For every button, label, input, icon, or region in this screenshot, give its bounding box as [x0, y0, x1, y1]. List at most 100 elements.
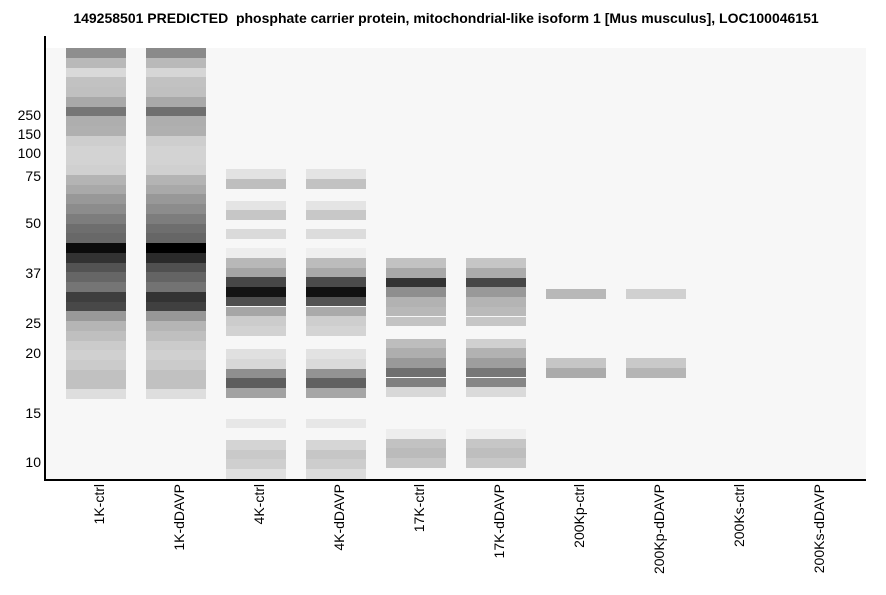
gel-band — [226, 210, 286, 221]
gel-band — [306, 210, 366, 221]
gel-band — [306, 267, 366, 278]
y-tick-label: 50 — [25, 215, 41, 231]
gel-band — [146, 213, 206, 224]
gel-band — [146, 145, 206, 156]
gel-band — [466, 358, 526, 368]
gel-band — [146, 291, 206, 302]
gel-band — [386, 287, 446, 298]
gel-band — [226, 325, 286, 336]
gel-band — [226, 349, 286, 359]
gel-band — [546, 289, 606, 299]
gel-band — [66, 48, 126, 58]
gel-band — [66, 57, 126, 68]
x-axis-spine — [44, 479, 866, 481]
gel-band — [306, 229, 366, 239]
gel-band — [226, 296, 286, 307]
gel-band — [306, 388, 366, 398]
gel-band — [466, 306, 526, 317]
gel-band — [146, 165, 206, 175]
gel-band — [386, 316, 446, 327]
x-tick-label: 200Kp-ctrl — [571, 484, 587, 548]
gel-band — [146, 48, 206, 58]
gel-band — [66, 67, 126, 78]
gel-band — [226, 316, 286, 326]
gel-band — [66, 321, 126, 331]
gel-band — [66, 204, 126, 214]
gel-band — [146, 301, 206, 312]
gel-band — [66, 282, 126, 292]
gel-band — [146, 174, 206, 185]
gel-band — [466, 287, 526, 298]
gel-band — [146, 243, 206, 253]
gel-band — [66, 135, 126, 146]
gel-band — [226, 169, 286, 179]
gel-band — [66, 194, 126, 204]
gel-band — [66, 389, 126, 399]
gel-band — [146, 116, 206, 126]
gel-band — [306, 258, 366, 268]
gel-band — [146, 135, 206, 146]
x-tick-label: 1K-ctrl — [91, 484, 107, 525]
gel-band — [386, 338, 446, 349]
gel-band — [66, 301, 126, 312]
gel-band — [386, 438, 446, 449]
gel-band — [66, 311, 126, 321]
gel-band — [66, 350, 126, 360]
gel-band — [66, 213, 126, 224]
gel-band — [66, 145, 126, 156]
gel-band — [146, 311, 206, 321]
gel-band — [306, 459, 366, 470]
gel-band — [226, 418, 286, 429]
gel-band — [66, 330, 126, 341]
gel-band — [466, 348, 526, 359]
gel-band — [146, 184, 206, 195]
gel-band — [146, 350, 206, 360]
gel-band — [466, 367, 526, 378]
gel-band — [386, 358, 446, 368]
gel-band — [66, 77, 126, 87]
gel-band — [146, 282, 206, 292]
y-axis-spine — [44, 36, 46, 481]
gel-band — [226, 258, 286, 268]
x-tick-label: 200Ks-dDAVP — [811, 484, 827, 574]
gel-band — [306, 325, 366, 336]
y-tick-label: 150 — [17, 126, 41, 142]
gel-band — [226, 449, 286, 460]
figure-title: 149258501 PREDICTED phosphate carrier pr… — [73, 10, 819, 26]
y-tick-label: 250 — [17, 107, 41, 123]
gel-band — [226, 200, 286, 211]
gel-band — [306, 418, 366, 429]
gel-band — [306, 169, 366, 179]
gel-band — [146, 340, 206, 351]
gel-band — [386, 448, 446, 459]
gel-band — [146, 77, 206, 87]
gel-band — [306, 179, 366, 189]
gel-band — [386, 306, 446, 317]
gel-band — [386, 429, 446, 439]
gel-band — [306, 359, 366, 369]
gel-band — [466, 429, 526, 439]
gel-band — [226, 388, 286, 398]
gel-band — [66, 262, 126, 273]
gel-band — [626, 358, 686, 368]
gel-band — [386, 387, 446, 397]
gel-band — [66, 184, 126, 195]
gel-band — [466, 338, 526, 349]
gel-band — [66, 252, 126, 263]
gel-band — [226, 359, 286, 369]
gel-band — [66, 126, 126, 136]
gel-band — [146, 369, 206, 380]
gel-band — [466, 458, 526, 468]
gel-band — [306, 316, 366, 326]
gel-band — [66, 369, 126, 380]
gel-band — [386, 367, 446, 378]
gel-band — [306, 277, 366, 288]
gel-band — [66, 155, 126, 165]
y-tick-label: 15 — [25, 405, 41, 421]
gel-band — [306, 440, 366, 450]
gel-band — [546, 368, 606, 378]
gel-band — [306, 287, 366, 297]
gel-band — [146, 194, 206, 204]
gel-band — [226, 378, 286, 389]
y-tick-label: 75 — [25, 168, 41, 184]
